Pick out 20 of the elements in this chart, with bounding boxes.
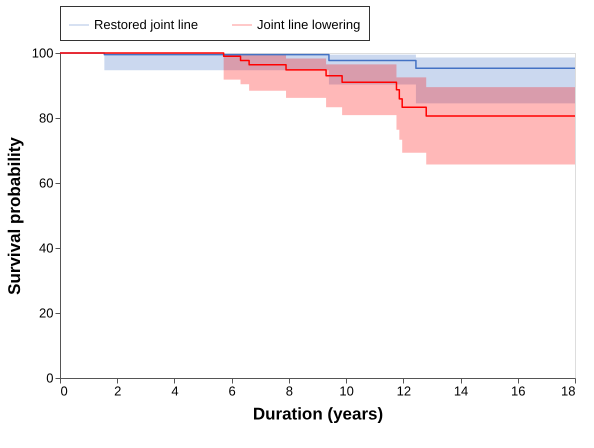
y-tick-label: 0: [46, 370, 54, 386]
y-tick-label: 60: [39, 176, 54, 190]
y-tick-label: 100: [32, 46, 54, 60]
y-tick-label: 80: [39, 110, 54, 126]
x-tick-label: 6: [228, 384, 236, 398]
x-tick-label: 10: [339, 384, 354, 398]
x-axis-title: Duration (years): [252, 404, 384, 424]
x-tick-label: 4: [171, 384, 179, 398]
x-tick-label: 8: [286, 384, 294, 398]
legend-label: Restored joint line: [94, 17, 198, 32]
x-tick-label: 16: [511, 384, 526, 398]
y-tick-label: 40: [39, 240, 54, 256]
y-axis-title: Survival probability: [4, 136, 24, 295]
x-tick-label: 18: [561, 384, 576, 398]
x-tick-label: 2: [114, 384, 122, 398]
y-tick-label: 20: [39, 306, 54, 320]
legend-label: Joint line lowering: [257, 17, 360, 32]
x-tick-label: 0: [60, 384, 68, 398]
x-tick-label: 12: [396, 384, 412, 398]
x-tick-label: 14: [454, 384, 468, 398]
